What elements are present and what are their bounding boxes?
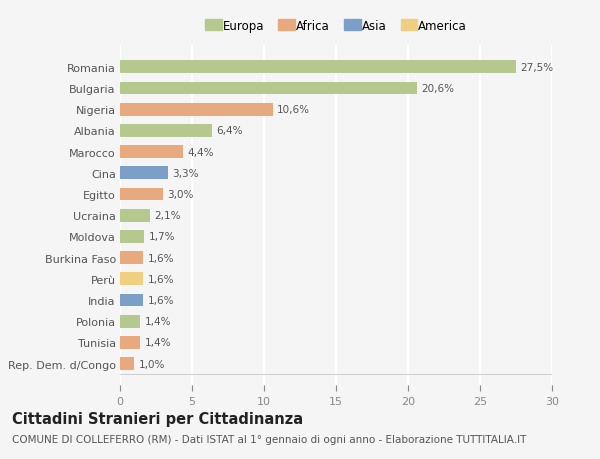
- Legend: Europa, Africa, Asia, America: Europa, Africa, Asia, America: [205, 20, 467, 33]
- Bar: [120, 252, 143, 264]
- Bar: [120, 336, 140, 349]
- Bar: [120, 230, 145, 243]
- Bar: [120, 273, 143, 285]
- Text: 1,6%: 1,6%: [148, 274, 174, 284]
- Text: 4,4%: 4,4%: [188, 147, 214, 157]
- Bar: [120, 209, 150, 222]
- Bar: [120, 167, 167, 180]
- Bar: [120, 62, 516, 74]
- Bar: [120, 294, 143, 307]
- Bar: [120, 315, 140, 328]
- Text: 20,6%: 20,6%: [421, 84, 454, 94]
- Text: Cittadini Stranieri per Cittadinanza: Cittadini Stranieri per Cittadinanza: [12, 411, 303, 426]
- Text: 2,1%: 2,1%: [155, 211, 181, 221]
- Bar: [120, 83, 416, 95]
- Text: 1,6%: 1,6%: [148, 253, 174, 263]
- Text: 6,4%: 6,4%: [217, 126, 243, 136]
- Bar: [120, 358, 134, 370]
- Text: 3,3%: 3,3%: [172, 168, 199, 179]
- Bar: [120, 188, 163, 201]
- Text: 1,6%: 1,6%: [148, 295, 174, 305]
- Text: 1,7%: 1,7%: [149, 232, 175, 242]
- Text: 3,0%: 3,0%: [167, 190, 194, 200]
- Text: 1,4%: 1,4%: [145, 338, 171, 347]
- Bar: [120, 146, 184, 159]
- Bar: [120, 125, 212, 138]
- Text: 27,5%: 27,5%: [520, 63, 553, 73]
- Text: 1,0%: 1,0%: [139, 359, 165, 369]
- Text: 1,4%: 1,4%: [145, 317, 171, 326]
- Text: 10,6%: 10,6%: [277, 105, 310, 115]
- Bar: [120, 104, 272, 116]
- Text: COMUNE DI COLLEFERRO (RM) - Dati ISTAT al 1° gennaio di ogni anno - Elaborazione: COMUNE DI COLLEFERRO (RM) - Dati ISTAT a…: [12, 434, 526, 444]
